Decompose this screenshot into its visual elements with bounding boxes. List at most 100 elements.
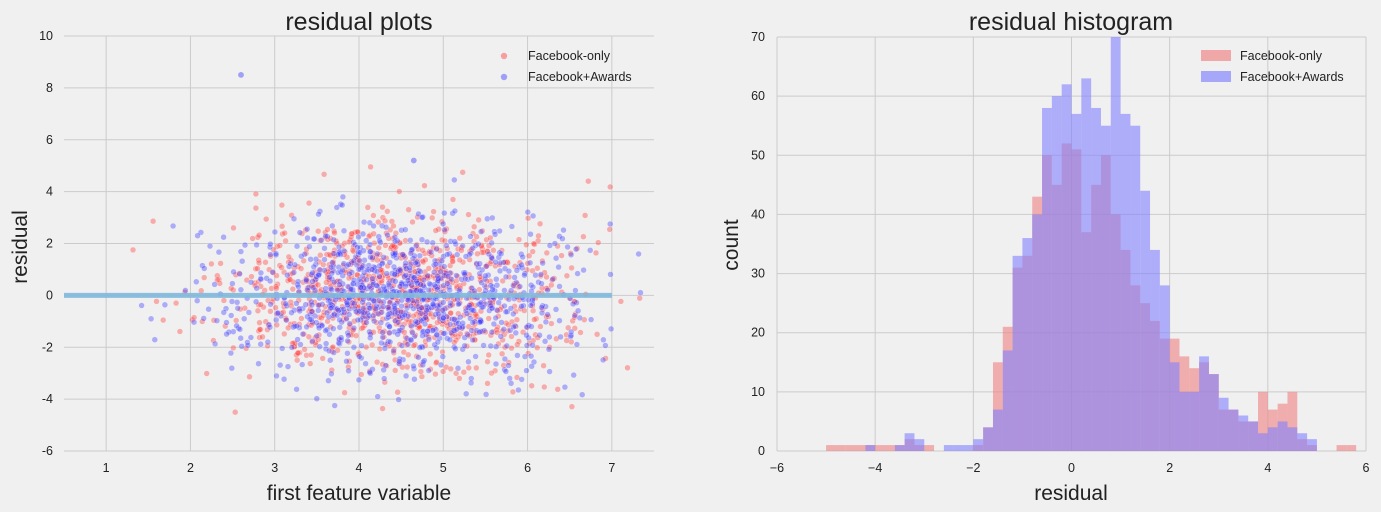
scatter-point [523, 367, 530, 374]
scatter-point [507, 305, 515, 312]
scatter-point [366, 305, 374, 312]
scatter-point [370, 230, 377, 237]
scatter-point [305, 199, 313, 207]
scatter-point [452, 320, 460, 327]
scatter-point [232, 409, 239, 416]
scatter-point [330, 236, 337, 243]
histogram-bar [1277, 421, 1288, 451]
scatter-point [236, 270, 243, 278]
scatter-point [402, 260, 409, 267]
scatter-point [464, 276, 472, 283]
scatter-point [315, 307, 322, 314]
scatter-series-facebook-awards [138, 176, 644, 409]
scatter-point [425, 336, 433, 343]
scatter-point [328, 370, 335, 377]
scatter-point [476, 329, 483, 336]
scatter-point [556, 317, 563, 324]
scatter-point [321, 256, 328, 263]
scatter-point [350, 257, 358, 264]
scatter-point [287, 260, 294, 267]
scatter-point [201, 274, 208, 281]
scatter-point [424, 328, 431, 335]
scatter-point [458, 324, 466, 331]
scatter-point [410, 157, 417, 164]
scatter-point [433, 331, 440, 339]
scatter-point [278, 201, 286, 209]
scatter-point [636, 295, 643, 302]
scatter-point [437, 361, 445, 369]
histogram-x-axis-label: residual [1034, 482, 1108, 505]
scatter-point [335, 307, 342, 314]
scatter-point [435, 310, 442, 318]
scatter-point [444, 280, 451, 287]
scatter-point [217, 260, 224, 267]
scatter-point [378, 309, 385, 316]
scatter-point [348, 230, 356, 237]
scatter-point [315, 210, 322, 218]
histogram-bar [1208, 374, 1219, 451]
scatter-point [544, 311, 551, 318]
scatter-point [371, 317, 378, 325]
scatter-point [602, 342, 609, 349]
histogram-bar [1002, 350, 1013, 451]
scatter-legend: Facebook-only Facebook+Awards [500, 49, 632, 84]
scatter-point [527, 352, 535, 360]
scatter-point [535, 279, 542, 286]
scatter-point [409, 329, 416, 336]
scatter-point [391, 234, 399, 241]
scatter-point [564, 243, 571, 251]
scatter-point [600, 336, 607, 343]
histogram-bar [1081, 78, 1092, 452]
scatter-point [358, 371, 365, 378]
scatter-point [493, 276, 500, 283]
scatter-point [279, 345, 286, 352]
scatter-point [528, 323, 535, 330]
scatter-point [359, 273, 366, 280]
histogram-bar [1297, 433, 1308, 451]
scatter-point [392, 278, 399, 285]
scatter-point [316, 266, 323, 273]
scatter-point [255, 259, 263, 267]
scatter-point [376, 273, 383, 281]
scatter-point [194, 232, 201, 239]
scatter-point [489, 214, 496, 222]
scatter-point [308, 301, 316, 309]
scatter-point [330, 349, 337, 356]
scatter-point [290, 215, 298, 222]
histogram-bar [1140, 190, 1151, 451]
scatter-point [487, 234, 494, 242]
histogram-y-tick-label: 10 [751, 385, 765, 399]
scatter-point [353, 332, 360, 339]
scatter-point [199, 318, 206, 325]
scatter-point [370, 212, 377, 219]
scatter-point [492, 360, 500, 368]
histogram-bar [1336, 445, 1347, 451]
scatter-point [462, 253, 470, 260]
scatter-point [386, 329, 393, 336]
scatter-point [360, 305, 367, 312]
histogram-bar [1150, 249, 1160, 451]
scatter-point [389, 242, 397, 249]
scatter-point [294, 263, 302, 270]
scatter-point [440, 330, 447, 337]
scatter-point [410, 342, 417, 349]
scatter-point [523, 342, 531, 349]
scatter-point [477, 299, 485, 306]
scatter-point [295, 278, 302, 285]
scatter-point [459, 346, 466, 353]
scatter-point [315, 322, 322, 329]
scatter-point [504, 259, 511, 266]
scatter-point [264, 326, 271, 333]
histogram-bar [1169, 362, 1180, 451]
scatter-point [307, 256, 314, 263]
histogram-bar [1051, 96, 1062, 451]
scatter-point [354, 316, 361, 324]
scatter-point [307, 360, 314, 367]
scatter-point [309, 278, 316, 285]
scatter-point [327, 305, 334, 312]
scatter-point [272, 251, 280, 258]
scatter-point [511, 303, 518, 310]
histogram-bar [924, 445, 935, 451]
scatter-point [579, 391, 586, 398]
